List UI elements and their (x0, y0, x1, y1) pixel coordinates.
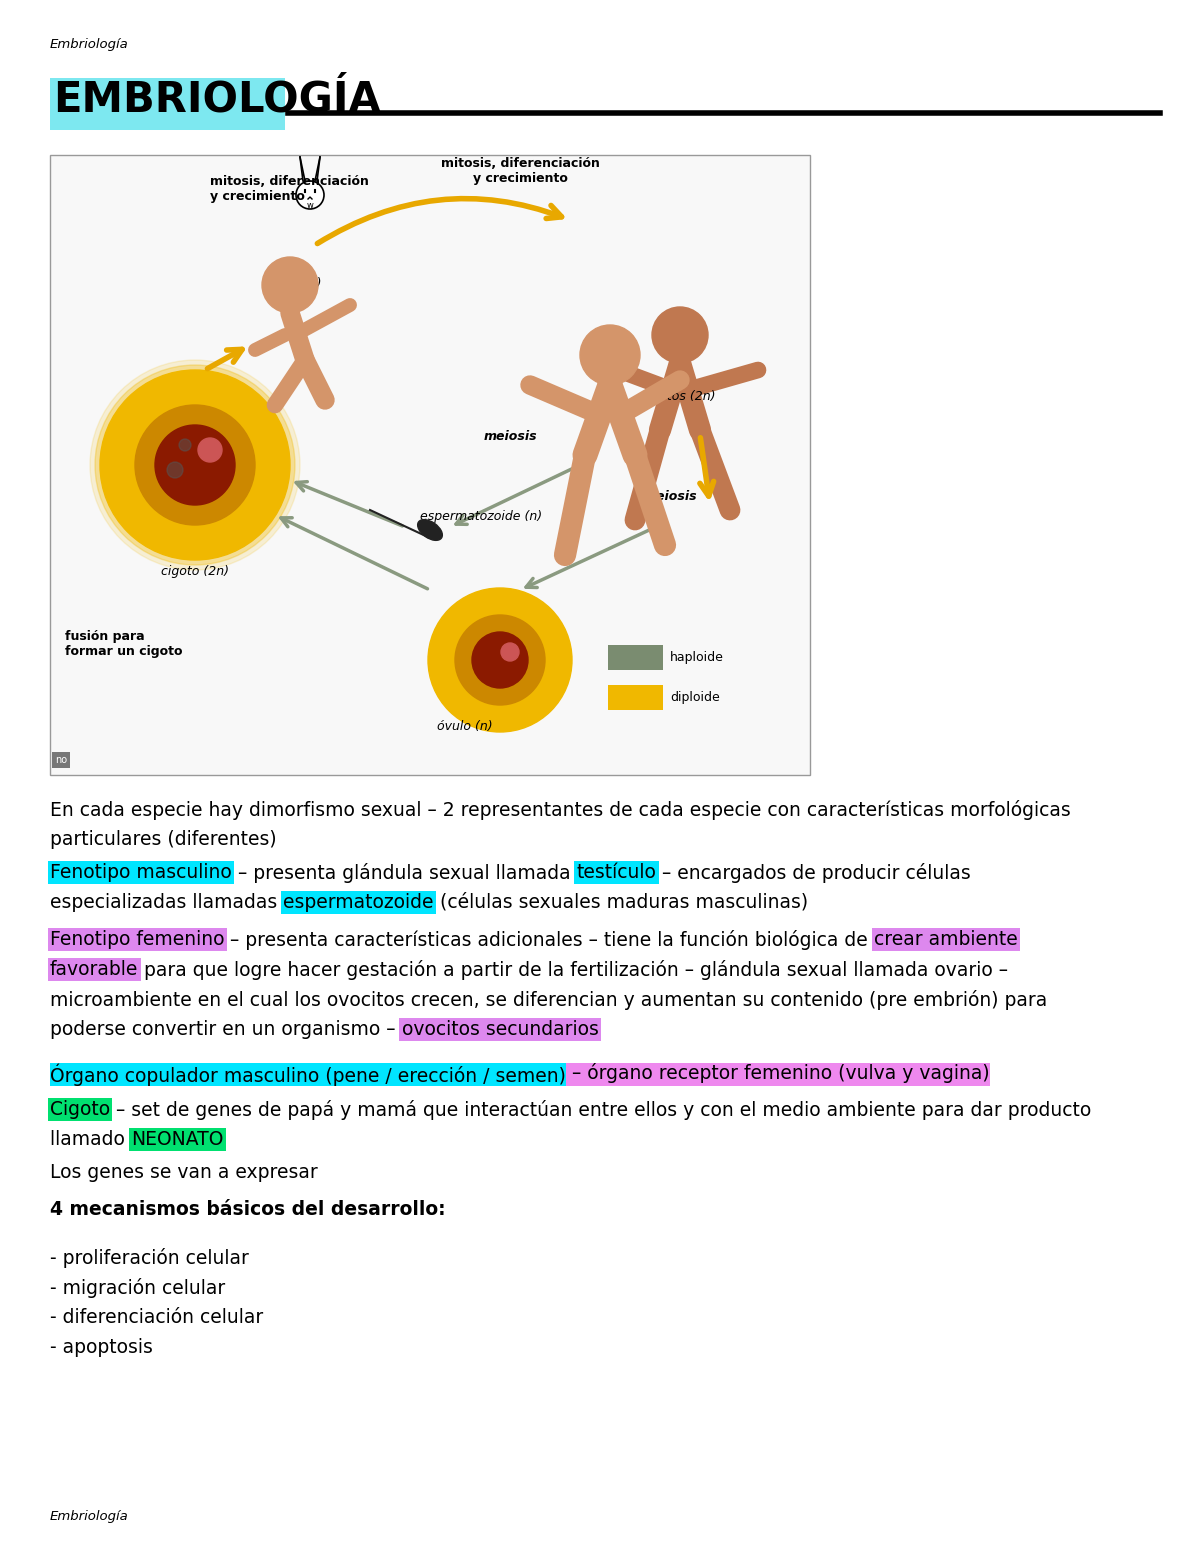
FancyBboxPatch shape (608, 644, 662, 669)
Text: mitosis, diferenciación
y crecimiento: mitosis, diferenciación y crecimiento (440, 157, 600, 185)
Text: Cigoto: Cigoto (50, 1100, 110, 1120)
Circle shape (95, 365, 295, 565)
Text: – encargados de producir células: – encargados de producir células (656, 863, 971, 884)
Text: microambiente en el cual los ovocitos crecen, se diferencian y aumentan su conte: microambiente en el cual los ovocitos cr… (50, 989, 1048, 1009)
Text: poderse convertir en un organismo –: poderse convertir en un organismo – (50, 1020, 402, 1039)
Text: cigoto (2n): cigoto (2n) (161, 565, 229, 578)
Text: – set de genes de papá y mamá que interactúan entre ellos y con el medio ambient: – set de genes de papá y mamá que intera… (110, 1100, 1091, 1120)
Text: óvulo (n): óvulo (n) (437, 721, 493, 733)
Text: ovocitos secundarios: ovocitos secundarios (402, 1020, 599, 1039)
FancyBboxPatch shape (608, 685, 662, 710)
Circle shape (500, 643, 518, 662)
Circle shape (100, 370, 290, 561)
Circle shape (155, 426, 235, 505)
Text: no: no (55, 755, 67, 766)
Text: llamado: llamado (50, 1131, 131, 1149)
Circle shape (580, 325, 640, 385)
Text: Fenotipo masculino: Fenotipo masculino (50, 863, 232, 882)
Text: Los genes se van a expresar: Los genes se van a expresar (50, 1163, 318, 1182)
Circle shape (134, 405, 254, 525)
Text: – órgano receptor femenino (vulva y vagina): – órgano receptor femenino (vulva y vagi… (566, 1062, 990, 1082)
Text: espermatozoide: espermatozoide (283, 893, 433, 912)
Circle shape (472, 632, 528, 688)
Circle shape (167, 461, 182, 478)
Text: w: w (306, 200, 313, 210)
Text: testículo: testículo (576, 863, 656, 882)
Text: especializadas llamadas: especializadas llamadas (50, 893, 283, 912)
Text: meiosis: meiosis (484, 430, 536, 443)
Text: Embriología: Embriología (50, 1510, 128, 1523)
Circle shape (296, 182, 324, 210)
FancyBboxPatch shape (50, 78, 286, 130)
Text: En cada especie hay dimorfismo sexual – 2 representantes de cada especie con car: En cada especie hay dimorfismo sexual – … (50, 800, 1070, 820)
Text: Fenotipo femenino: Fenotipo femenino (50, 930, 224, 949)
FancyBboxPatch shape (50, 1062, 990, 1086)
Text: Órgano copulador masculino (pene / erección / semen): Órgano copulador masculino (pene / erecc… (50, 1062, 566, 1086)
Circle shape (179, 439, 191, 450)
Circle shape (198, 438, 222, 461)
Text: haploide: haploide (670, 652, 724, 665)
Text: - migración celular: - migración celular (50, 1278, 226, 1298)
Text: EMBRIOLOGÍA: EMBRIOLOGÍA (53, 78, 380, 120)
Text: 4 mecanismos básicos del desarrollo:: 4 mecanismos básicos del desarrollo: (50, 1200, 445, 1219)
Text: fusión para
formar un cigoto: fusión para formar un cigoto (65, 631, 182, 658)
Text: NEONATO: NEONATO (131, 1131, 223, 1149)
Text: adultos (2n): adultos (2n) (640, 390, 715, 402)
Text: para que logre hacer gestación a partir de la fertilización – glándula sexual ll: para que logre hacer gestación a partir … (138, 960, 1008, 980)
Circle shape (262, 256, 318, 314)
Text: - proliferación celular: - proliferación celular (50, 1249, 248, 1267)
Text: (células sexuales maduras masculinas): (células sexuales maduras masculinas) (433, 893, 808, 912)
Text: crear ambiente: crear ambiente (875, 930, 1018, 949)
Text: espermatozoide (n): espermatozoide (n) (420, 509, 542, 523)
Text: Embriología: Embriología (50, 37, 128, 51)
Text: - diferenciación celular: - diferenciación celular (50, 1308, 263, 1326)
Text: – presenta características adicionales – tiene la función biológica de: – presenta características adicionales –… (224, 930, 875, 950)
Circle shape (455, 615, 545, 705)
Ellipse shape (418, 520, 443, 540)
Text: mitosis, diferenciación
y crecimiento: mitosis, diferenciación y crecimiento (210, 175, 368, 203)
Text: meiosis: meiosis (643, 491, 697, 503)
FancyBboxPatch shape (50, 1062, 566, 1086)
Text: particulares (diferentes): particulares (diferentes) (50, 829, 277, 849)
Text: - apoptosis: - apoptosis (50, 1339, 152, 1357)
Text: niño (2n): niño (2n) (265, 276, 322, 290)
Text: – presenta glándula sexual llamada: – presenta glándula sexual llamada (232, 863, 576, 884)
Circle shape (428, 589, 572, 731)
Text: diploide: diploide (670, 691, 720, 705)
Circle shape (90, 360, 300, 570)
Circle shape (652, 307, 708, 363)
FancyBboxPatch shape (50, 155, 810, 775)
Text: favorable: favorable (50, 960, 138, 978)
